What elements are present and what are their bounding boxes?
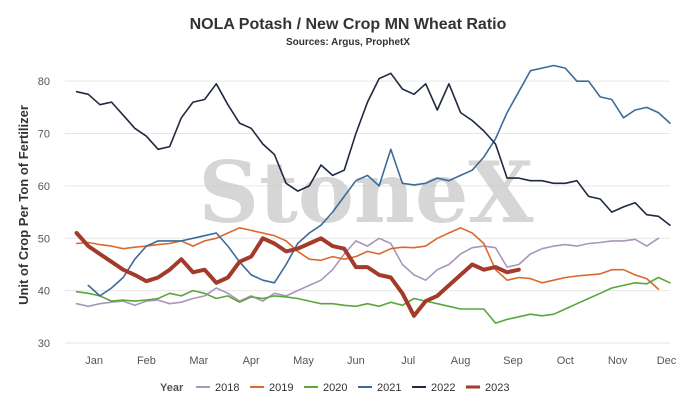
x-tick-label: Sep bbox=[503, 355, 523, 367]
legend: Year 2018 2019 2020 2021 2022 2023 bbox=[160, 382, 509, 394]
x-tick-label: Nov bbox=[608, 355, 628, 367]
y-tick-label: 70 bbox=[38, 129, 50, 141]
x-tick-label: Apr bbox=[243, 355, 260, 367]
series-line-2020 bbox=[75, 276, 671, 324]
x-axis-ticks: Jan Feb Mar Apr May Jun Jul Aug Sep Oct Nov Dec bbox=[85, 355, 677, 367]
x-tick-label: Jul bbox=[401, 355, 415, 367]
legend-item-2022[interactable]: 2022 bbox=[431, 382, 455, 394]
y-axis-ticks: 30 40 50 60 70 80 bbox=[38, 76, 50, 350]
legend-item-2021[interactable]: 2021 bbox=[377, 382, 401, 394]
y-tick-label: 60 bbox=[38, 181, 50, 193]
legend-item-2018[interactable]: 2018 bbox=[215, 382, 239, 394]
x-tick-label: May bbox=[293, 355, 314, 367]
series-line-2019 bbox=[75, 227, 660, 290]
x-tick-label: Oct bbox=[557, 355, 574, 367]
legend-item-2019[interactable]: 2019 bbox=[269, 382, 293, 394]
chart-subtitle: Sources: Argus, ProphetX bbox=[286, 37, 410, 48]
legend-item-2023[interactable]: 2023 bbox=[485, 382, 509, 394]
legend-item-2020[interactable]: 2020 bbox=[323, 382, 347, 394]
x-tick-label: Mar bbox=[189, 355, 208, 367]
y-tick-label: 30 bbox=[38, 338, 50, 350]
x-tick-label: Feb bbox=[137, 355, 156, 367]
chart-title: NOLA Potash / New Crop MN Wheat Ratio bbox=[190, 16, 507, 33]
series-line-2018 bbox=[75, 237, 660, 308]
gridlines bbox=[65, 80, 670, 344]
x-tick-label: Aug bbox=[451, 355, 471, 367]
legend-title: Year bbox=[160, 382, 184, 394]
watermark-logo: StoneX bbox=[198, 143, 534, 242]
y-axis-label: Unit of Crop Per Ton of Fertilizer bbox=[16, 105, 31, 305]
y-tick-label: 40 bbox=[38, 286, 50, 298]
series-line-2021 bbox=[87, 64, 671, 297]
x-tick-label: Jan bbox=[85, 355, 103, 367]
series-line-2023 bbox=[74, 231, 521, 318]
series-line-2022 bbox=[75, 72, 671, 226]
series-layer bbox=[74, 64, 671, 324]
y-tick-label: 50 bbox=[38, 233, 50, 245]
y-tick-label: 80 bbox=[38, 76, 50, 88]
x-tick-label: Jun bbox=[347, 355, 365, 367]
x-tick-label: Dec bbox=[657, 355, 677, 367]
